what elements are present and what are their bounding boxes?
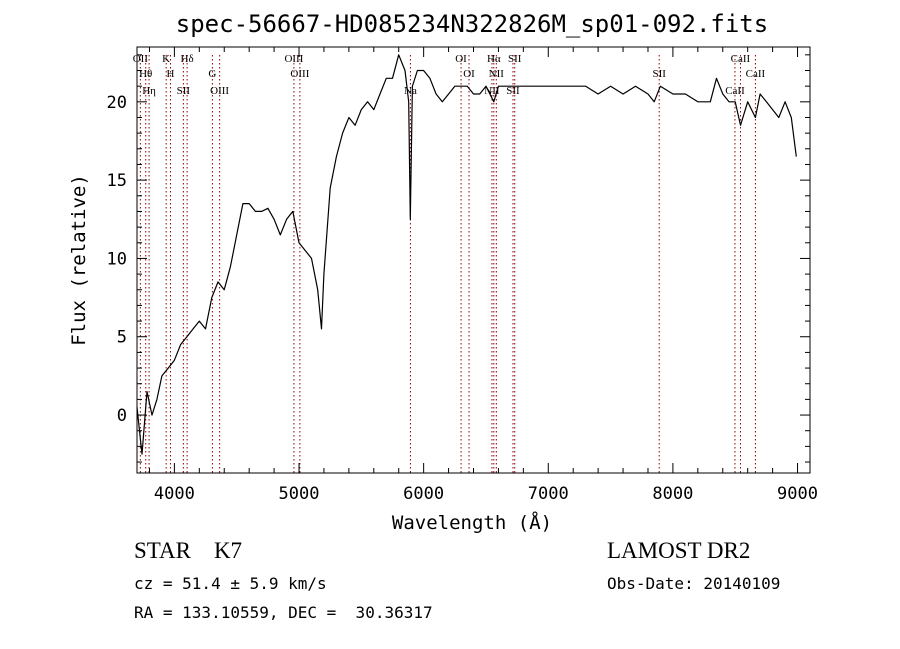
- plot-frame: [136, 46, 811, 474]
- x-tick-label: 6000: [403, 484, 444, 504]
- spectral-line-label: Hδ: [181, 53, 194, 65]
- survey-name: LAMOST DR2: [607, 538, 751, 563]
- y-axis: 0 5 10 15 20: [107, 54, 810, 463]
- spectral-line-label: K: [162, 53, 170, 65]
- spectral-line-label: SII: [177, 85, 191, 97]
- chart-title: spec-56667-HD085234N322826M_sp01-092.fit…: [176, 10, 768, 38]
- spectral-line-label: CaII: [746, 68, 766, 80]
- spectral-line-label: Hα: [487, 53, 501, 65]
- spectral-line-label: Hθ: [139, 68, 152, 80]
- spectral-line-labels: OIIHθHηKHSIIHδGOIIIOIIIOIIINaOIOINIIHαNI…: [133, 53, 766, 97]
- spectral-line-label: NII: [489, 68, 505, 80]
- spectral-line-markers: [139, 55, 756, 473]
- x-tick-label: 7000: [528, 484, 569, 504]
- y-tick-label: 10: [107, 249, 127, 269]
- y-tick-label: 15: [107, 171, 127, 191]
- y-tick-label: 5: [117, 328, 127, 348]
- spectrum-series: [136, 54, 797, 455]
- x-tick-label: 9000: [777, 484, 818, 504]
- spectral-line-label: SII: [508, 53, 522, 65]
- y-tick-label: 20: [107, 93, 127, 113]
- observation-date: Obs-Date: 20140109: [607, 574, 781, 593]
- spectral-line-label: H: [167, 68, 175, 80]
- x-axis: 4000 5000 6000 7000 8000 9000: [148, 47, 818, 504]
- spectral-line-label: Na: [404, 85, 417, 97]
- spectral-line-label: OIII: [210, 85, 229, 97]
- x-axis-label: Wavelength (Å): [392, 511, 552, 534]
- spectral-line-label: G: [208, 68, 216, 80]
- x-tick-label: 5000: [279, 484, 320, 504]
- spectral-line-label: SII: [652, 68, 666, 80]
- spectral-line-label: Hη: [142, 85, 156, 97]
- y-axis-label: Flux (relative): [68, 174, 90, 346]
- spectral-line-label: CaII: [731, 53, 751, 65]
- y-tick-label: 0: [117, 406, 127, 426]
- spectral-line-label: OIII: [290, 68, 309, 80]
- spectral-line-label: CaII: [725, 85, 745, 97]
- spectral-line-label: OI: [455, 53, 467, 65]
- x-tick-label: 8000: [652, 484, 693, 504]
- spectral-line-label: SII: [506, 85, 520, 97]
- coordinates-readout: RA = 133.10559, DEC = 30.36317: [134, 603, 433, 622]
- spectral-line-label: OI: [463, 68, 475, 80]
- redshift-readout: cz = 51.4 ± 5.9 km/s: [134, 574, 327, 593]
- spectral-class: STAR K7: [134, 538, 243, 563]
- spectral-line-label: OIII: [284, 53, 303, 65]
- x-tick-label: 4000: [154, 484, 195, 504]
- spectrum-line: [136, 54, 797, 455]
